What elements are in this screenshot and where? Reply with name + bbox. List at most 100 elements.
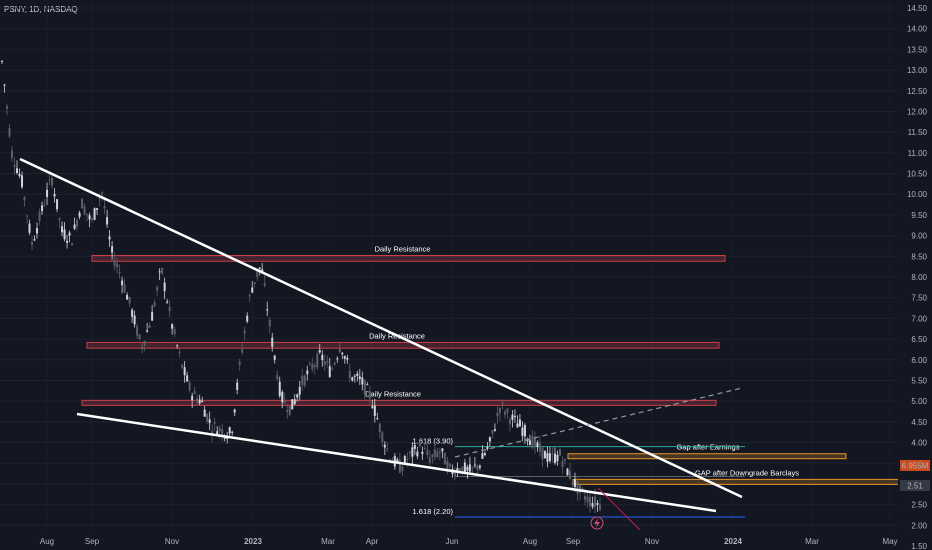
candle-body [3,84,6,86]
candle-body [136,326,139,336]
candle-body [293,399,296,405]
candle-body [506,408,509,413]
x-axis: Aug Sep Nov 2023 Mar Apr Jun Aug Sep Nov 2024 Mar Ma… [0,534,898,550]
grid [0,7,898,547]
y-tick-label: 6.00 [911,356,927,365]
candle-body [211,431,214,434]
candle-body [93,208,96,220]
candle-body [243,330,246,334]
candle-body [338,348,341,353]
candle-body [413,445,416,449]
candle-body [528,440,531,446]
candle-body [308,363,311,365]
candle-body [348,370,351,378]
candle-body [311,363,314,370]
candle-body [316,353,319,368]
candle-body [481,453,484,459]
x-tick-label: Nov [645,537,659,546]
candle-body [161,267,164,274]
candle-body [318,350,321,353]
candle-body [306,370,309,375]
candle-body [436,451,439,458]
candle-body [453,472,456,477]
zone-label: Gap after Earnings [677,443,740,452]
y-axis-bg [898,0,932,550]
candle-body [6,106,9,109]
lightning-icon [594,518,600,528]
candle-body [236,382,239,390]
candle-body [313,364,316,367]
zone-label: Daily Resistance [365,389,421,398]
candle-body [228,427,231,434]
x-tick-label: Sep [566,537,581,546]
candle-body [586,496,589,503]
candle-body [378,423,381,432]
y-tick-label: 7.50 [911,294,927,303]
candle-body [408,451,411,454]
candle-body [68,232,71,236]
candle-body [288,405,291,415]
candle-body [463,462,466,473]
candle-body [486,446,489,450]
candle-body [456,468,459,473]
candle-body [251,287,254,293]
candle-body [383,444,386,448]
candle-body [488,437,491,442]
lightning-icon-ring[interactable] [590,516,604,530]
candle-body [418,442,421,447]
candle-body [148,325,151,328]
candle-body [138,334,141,340]
y-tick-label: 1.50 [911,542,927,550]
zone-label: Daily Resistance [375,244,431,253]
candle-body [78,212,81,217]
x-tick-label: Nov [165,537,179,546]
candle-body [51,178,54,186]
candle-body [123,284,126,292]
fib-label: 1.618 (2.20) [413,507,454,516]
candle-body [128,296,131,304]
candle-body [468,464,471,472]
y-tick-label: 8.00 [911,273,927,282]
x-tick-label: 2023 [244,537,262,546]
candle-body [596,503,599,505]
candle-body [218,427,221,432]
candle-body [113,260,116,266]
candle-body [406,458,409,461]
candle-body [376,418,379,420]
x-tick-label: Aug [523,537,537,546]
candle-body [531,435,534,448]
y-tick-label: 14.50 [907,4,928,13]
candle-body [521,427,524,436]
candle-body [358,376,361,379]
candle-body [26,215,29,217]
candle-body [8,128,11,137]
event-marker[interactable] [590,516,604,530]
trendlines [19,157,743,531]
candle-body [551,453,554,455]
candle-body [83,206,86,215]
candle-body [373,405,376,416]
price-badge [900,460,930,471]
y-tick-label: 13.00 [907,66,928,75]
candle-body [86,213,89,215]
candle-body [556,454,559,462]
candle-body [111,246,114,253]
x-tick-label: Apr [366,537,379,546]
candle-body [343,356,346,359]
candle-body [213,422,216,424]
price-badge-label: 6.955M [902,462,929,471]
y-tick-label: 10.00 [907,190,928,199]
candle-body [588,497,591,507]
candle-body [178,351,181,354]
candle-body [466,466,469,471]
y-tick-label: 12.50 [907,87,928,96]
candle-body [581,488,584,491]
candle-body [1,60,3,62]
candle-body [421,451,424,455]
candle-body [231,431,234,433]
y-tick-label: 12.00 [907,107,928,116]
candle-body [131,309,134,317]
chart-title: PSNY, 1D, NASDAQ [4,5,78,14]
candle-body [173,329,176,335]
